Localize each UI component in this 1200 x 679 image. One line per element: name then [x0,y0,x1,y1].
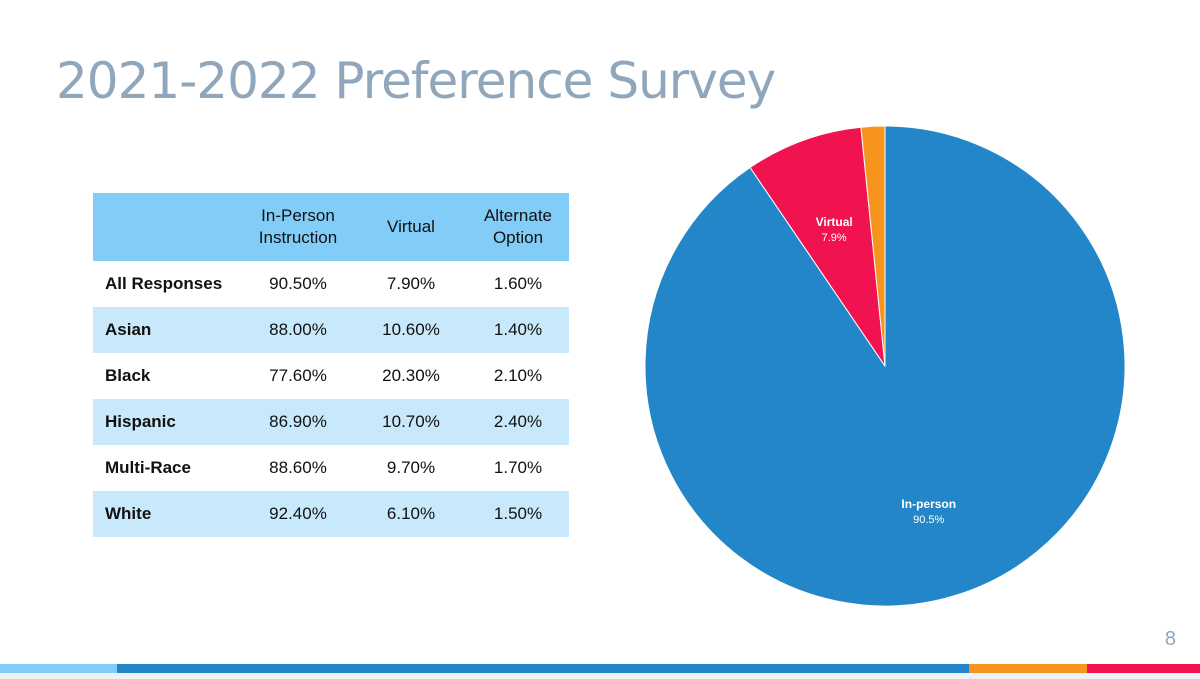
table-row: Black 77.60% 20.30% 2.10% [93,353,569,399]
alternate-cell: 2.10% [493,366,543,385]
slice-label: In-person [901,497,956,511]
header-in-person: In-Person Instruction [258,206,338,247]
table-header-row: In-Person Instruction Virtual Alternate … [93,193,569,261]
alternate-cell: 1.50% [493,504,543,523]
slice-value-label: 90.5% [913,514,944,526]
virtual-cell: 20.30% [382,366,440,385]
slide-title: 2021-2022 Preference Survey [56,52,776,110]
row-label: White [105,504,152,523]
header-alternate: Alternate Option [483,206,553,247]
bottom-bar-segment [0,664,117,673]
bottom-shadow [0,673,1200,679]
bottom-bar-segment [969,664,1087,673]
in-person-cell: 88.00% [269,320,327,339]
table-row: Hispanic 86.90% 10.70% 2.40% [93,399,569,445]
bottom-bar-segment [1087,664,1200,673]
row-label: Asian [105,320,152,339]
header-blank [93,193,241,261]
in-person-cell: 77.60% [269,366,327,385]
bottom-bar-segment [117,664,969,673]
in-person-cell: 88.60% [269,458,327,477]
virtual-cell: 10.60% [382,320,440,339]
virtual-cell: 7.90% [386,274,436,293]
alternate-cell: 1.60% [493,274,543,293]
preference-table: In-Person Instruction Virtual Alternate … [93,193,569,537]
row-label: Black [105,366,151,385]
preference-pie-chart: In-person 90.5% Virtual 7.9% [644,125,1126,607]
page-number: 8 [1164,628,1176,650]
row-label: Multi-Race [105,458,191,477]
row-label: All Responses [105,274,223,293]
table-row: Multi-Race 88.60% 9.70% 1.70% [93,445,569,491]
slice-value-label: 7.9% [822,232,847,244]
alternate-cell: 1.70% [493,458,543,477]
table-row: White 92.40% 6.10% 1.50% [93,491,569,537]
in-person-cell: 86.90% [269,412,327,431]
slice-label: Virtual [816,215,853,229]
pie-slice-alternate [860,125,886,367]
pie-slice-virtual [749,126,886,367]
bottom-color-bar [0,664,1200,673]
virtual-cell: 10.70% [382,412,440,431]
pie-slice-in-person [644,125,1126,607]
alternate-cell: 2.40% [493,412,543,431]
table-row: All Responses 90.50% 7.90% 1.60% [93,261,569,307]
table-row: Asian 88.00% 10.60% 1.40% [93,307,569,353]
alternate-cell: 1.40% [493,320,543,339]
row-label: Hispanic [105,412,176,431]
virtual-cell: 9.70% [386,458,436,477]
header-virtual: Virtual [387,217,435,236]
virtual-cell: 6.10% [386,504,436,523]
in-person-cell: 92.40% [269,504,327,523]
in-person-cell: 90.50% [269,274,327,293]
